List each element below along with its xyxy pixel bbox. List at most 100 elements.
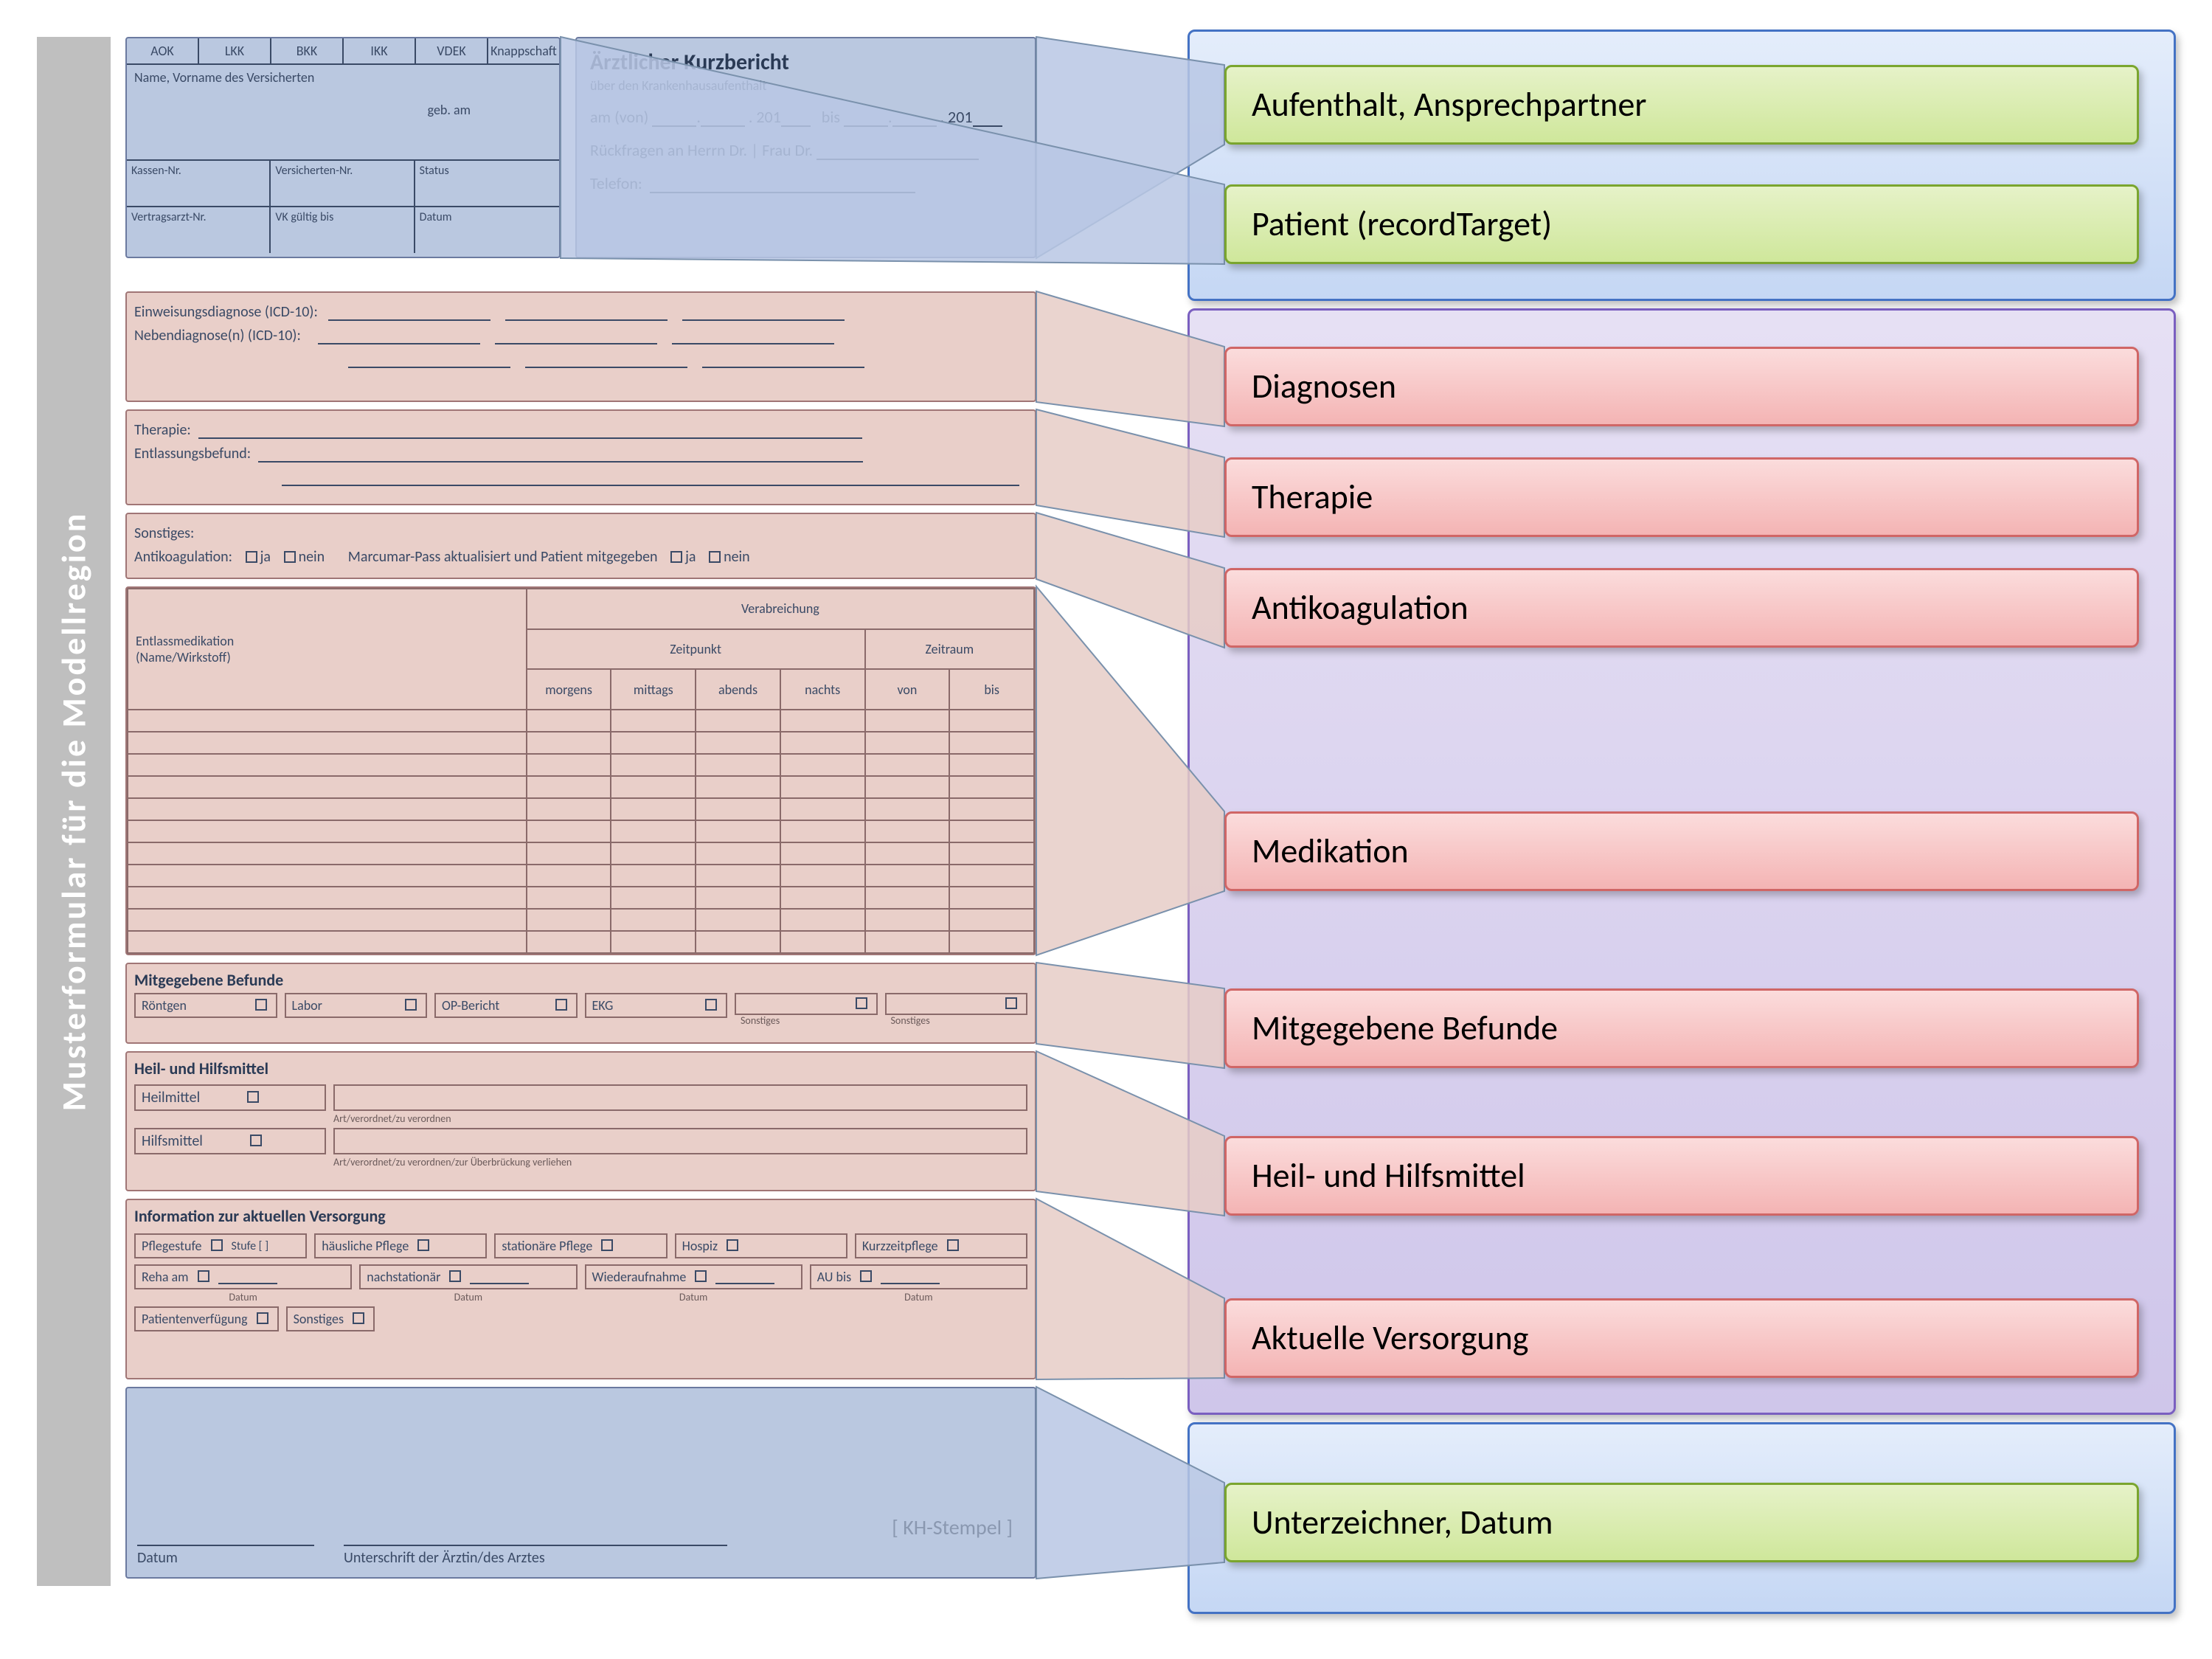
versorg-caption: Datum bbox=[134, 1291, 352, 1303]
checkbox-icon[interactable] bbox=[211, 1239, 223, 1251]
sidebar-label-text: Musterformular für die Modellregion bbox=[53, 512, 94, 1112]
panel-heil-hilfsmittel: Heil- und Hilfsmittel Heilmittel Art/ver… bbox=[125, 1051, 1036, 1191]
insurer-cell: Knappschaft bbox=[488, 38, 559, 63]
checkbox-icon[interactable] bbox=[246, 551, 257, 563]
sidebar-label: Musterformular für die Modellregion bbox=[37, 37, 111, 1586]
report-range-mid1: . 201 bbox=[749, 107, 781, 127]
antikoag-label: Antikoagulation: bbox=[134, 548, 232, 566]
panel-diagnosen: Einweisungsdiagnose (ICD-10): Nebendiagn… bbox=[125, 291, 1036, 402]
versorg-row3: Patientenverfügung Sonstiges bbox=[127, 1303, 1035, 1334]
checkbox-icon[interactable] bbox=[449, 1270, 461, 1282]
versorg-caption: Datum bbox=[359, 1291, 577, 1303]
nein-label: nein bbox=[299, 548, 325, 566]
befund-item: EKG bbox=[585, 993, 728, 1018]
checkbox-icon[interactable] bbox=[670, 551, 682, 563]
patient-grid-cell: Datum bbox=[415, 207, 559, 254]
therapie-l2: Entlassungsbefund: bbox=[134, 445, 251, 463]
panel-footer: [ KH-Stempel ] Datum Unterschrift der Är… bbox=[125, 1387, 1036, 1579]
checkbox-icon[interactable] bbox=[860, 1270, 872, 1282]
report-phone-label: Telefon: bbox=[590, 173, 642, 193]
versorg-row2: Reha amnachstationärWiederaufnahmeAU bis bbox=[127, 1261, 1035, 1292]
report-range-prefix: am (von) bbox=[590, 107, 648, 127]
checkbox-icon[interactable] bbox=[405, 999, 417, 1011]
patient-grid-cell: Vertragsarzt-Nr. bbox=[127, 207, 271, 254]
checkbox-icon[interactable] bbox=[856, 997, 867, 1009]
sonstiges-label: Sonstiges: bbox=[134, 524, 194, 542]
versorg-item: PflegestufeStufe [ ] bbox=[134, 1233, 307, 1258]
patient-grid-cell: VK gültig bis bbox=[271, 207, 415, 254]
insurer-cell: BKK bbox=[271, 38, 344, 63]
report-doctor-label: Rückfragen an Herrn Dr. | Frau Dr. bbox=[590, 140, 813, 160]
versorg-item: Wiederaufnahme bbox=[585, 1264, 802, 1289]
panel-therapie: Therapie: Entlassungsbefund: bbox=[125, 409, 1036, 505]
versorg-item: Patientenverfügung bbox=[134, 1306, 279, 1331]
name-label: Name, Vorname des Versicherten bbox=[134, 69, 314, 86]
marcumar-label: Marcumar-Pass aktualisiert und Patient m… bbox=[348, 548, 658, 566]
heilmittel-label: Heilmittel bbox=[142, 1089, 200, 1106]
report-title: Ärztlicher Kurzbericht bbox=[590, 49, 1022, 76]
checkbox-icon[interactable] bbox=[601, 1239, 613, 1251]
versorg-caption: Datum bbox=[585, 1291, 802, 1303]
hilfsmittel-caption: Art/verordnet/zu verordnen/zur Überbrück… bbox=[127, 1156, 1035, 1168]
ja-label: ja bbox=[685, 548, 696, 566]
panel-report: Ärztlicher Kurzbericht über den Krankenh… bbox=[575, 37, 1036, 258]
befund-item: OP-Bericht bbox=[434, 993, 578, 1018]
befunde-items: RöntgenLaborOP-BerichtEKGSonstigesSonsti… bbox=[127, 993, 1035, 1022]
checkbox-icon[interactable] bbox=[1005, 997, 1017, 1009]
stamp-placeholder: [ KH-Stempel ] bbox=[892, 1514, 1013, 1540]
checkbox-icon[interactable] bbox=[257, 1312, 268, 1324]
label-versorg: Aktuelle Versorgung bbox=[1224, 1298, 2139, 1378]
insurer-cell: VDEK bbox=[416, 38, 488, 63]
checkbox-icon[interactable] bbox=[709, 551, 721, 563]
report-range: am (von) . . 201 bis . . 201 bbox=[590, 107, 1022, 127]
label-aufenthalt: Aufenthalt, Ansprechpartner bbox=[1224, 65, 2139, 145]
checkbox-icon[interactable] bbox=[353, 1312, 364, 1324]
therapie-l1: Therapie: bbox=[134, 421, 191, 439]
befund-item: Labor bbox=[285, 993, 428, 1018]
label-unterz: Unterzeichner, Datum bbox=[1224, 1483, 2139, 1562]
checkbox-icon[interactable] bbox=[555, 999, 567, 1011]
hilfsmittel-field[interactable] bbox=[333, 1128, 1027, 1154]
footer-datum: Datum bbox=[137, 1545, 314, 1567]
label-antikoag: Antikoagulation bbox=[1224, 568, 2139, 648]
befunde-title: Mitgegebene Befunde bbox=[127, 964, 1035, 993]
report-phone: Telefon: bbox=[590, 173, 1022, 193]
insurer-cell: IKK bbox=[344, 38, 416, 63]
geb-label: geb. am bbox=[428, 102, 471, 118]
insurer-cell: AOK bbox=[127, 38, 199, 63]
checkbox-icon[interactable] bbox=[695, 1270, 707, 1282]
checkbox-icon[interactable] bbox=[255, 999, 267, 1011]
footer-sign: Unterschrift der Ärztin/des Arztes bbox=[344, 1545, 727, 1567]
checkbox-icon[interactable] bbox=[947, 1239, 959, 1251]
versorg-item: Sonstiges bbox=[286, 1306, 375, 1331]
report-range-bis: bis bbox=[822, 107, 840, 127]
panel-versorgung: Information zur aktuellen Versorgung Pfl… bbox=[125, 1199, 1036, 1379]
checkbox-icon[interactable] bbox=[198, 1270, 209, 1282]
panel-antikoagulation: Sonstiges: Antikoagulation: ja nein Marc… bbox=[125, 513, 1036, 579]
heilmittel-field[interactable] bbox=[333, 1084, 1027, 1111]
checkbox-icon[interactable] bbox=[705, 999, 717, 1011]
label-patient: Patient (recordTarget) bbox=[1224, 184, 2139, 264]
label-heilhilf: Heil- und Hilfsmittel bbox=[1224, 1136, 2139, 1216]
label-medikation: Medikation bbox=[1224, 811, 2139, 891]
report-subtitle: über den Krankenhausaufenthalt bbox=[590, 77, 1022, 94]
report-doctor: Rückfragen an Herrn Dr. | Frau Dr. bbox=[590, 140, 1022, 160]
medikation-table: Entlassmedikation(Name/Wirkstoff)Verabre… bbox=[127, 588, 1035, 954]
checkbox-icon[interactable] bbox=[284, 551, 296, 563]
panel-patient: AOKLKKBKKIKKVDEKKnappschaft Name, Vornam… bbox=[125, 37, 561, 258]
versorg-item: häusliche Pflege bbox=[314, 1233, 487, 1258]
versorg-item: nachstationär bbox=[359, 1264, 577, 1289]
nein-label: nein bbox=[724, 548, 750, 566]
versorg-row2-caps: DatumDatumDatumDatum bbox=[127, 1292, 1035, 1303]
panel-befunde: Mitgegebene Befunde RöntgenLaborOP-Beric… bbox=[125, 963, 1036, 1044]
versorg-item: stationäre Pflege bbox=[494, 1233, 667, 1258]
report-range-mid2: . 201 bbox=[940, 107, 973, 127]
patient-mid: Name, Vorname des Versicherten geb. am bbox=[127, 65, 559, 161]
label-befunde: Mitgegebene Befunde bbox=[1224, 988, 2139, 1068]
checkbox-icon[interactable] bbox=[727, 1239, 738, 1251]
diag-l2: Nebendiagnose(n) (ICD-10): bbox=[134, 327, 301, 344]
checkbox-icon[interactable] bbox=[247, 1091, 259, 1103]
checkbox-icon[interactable] bbox=[417, 1239, 429, 1251]
checkbox-icon[interactable] bbox=[250, 1135, 262, 1146]
label-therapie: Therapie bbox=[1224, 457, 2139, 537]
